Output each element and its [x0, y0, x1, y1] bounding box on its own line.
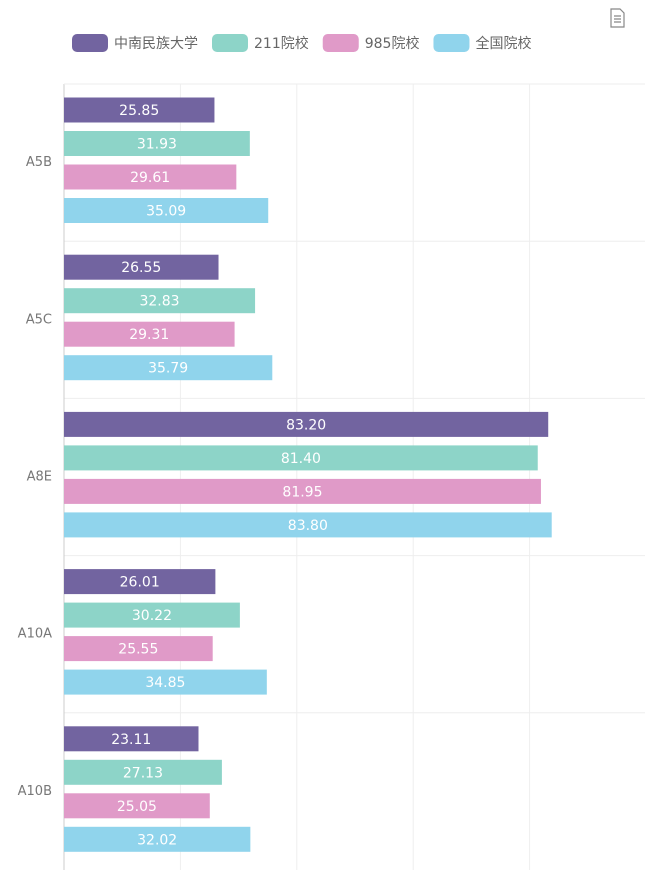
bar: [64, 355, 273, 381]
bar: [64, 97, 215, 123]
bar: [64, 569, 216, 595]
bar: [64, 512, 552, 538]
bar: [64, 793, 210, 819]
value-label: 27.13: [123, 765, 163, 781]
value-label: 32.83: [139, 294, 179, 310]
value-label: 25.85: [119, 103, 159, 119]
bar: [64, 726, 199, 752]
value-label: 81.40: [281, 451, 321, 467]
icon-shape: [610, 8, 625, 28]
value-label: 35.79: [148, 361, 188, 377]
bar: [64, 602, 240, 628]
legend-item[interactable]: 中南民族大学: [72, 34, 198, 52]
bar: [64, 198, 269, 223]
legend-swatch: [322, 34, 359, 52]
bar: [64, 669, 267, 695]
value-label: 83.20: [286, 417, 326, 433]
value-label: 26.55: [121, 260, 161, 276]
bar: [64, 288, 256, 314]
bar: [64, 478, 541, 504]
value-label: 32.02: [137, 832, 177, 848]
y-tick-label: A5B: [26, 155, 52, 170]
toolbox-icon[interactable]: [610, 8, 625, 28]
y-tick-label: A10B: [18, 784, 52, 799]
value-label: 29.61: [130, 170, 170, 186]
bar: [64, 759, 222, 785]
value-label: 83.80: [288, 518, 328, 534]
legend-swatch: [433, 34, 470, 52]
bar: [64, 826, 251, 852]
bar: [64, 321, 235, 347]
legend-swatch: [72, 34, 108, 52]
y-tick-label: A8E: [27, 470, 52, 485]
value-label: 25.05: [117, 799, 157, 815]
bar: [64, 445, 538, 471]
y-tick-label: A10A: [18, 627, 52, 642]
value-label: 23.11: [111, 732, 151, 748]
legend-label: 中南民族大学: [114, 36, 198, 52]
value-label: 81.95: [282, 484, 322, 500]
value-label: 34.85: [145, 675, 185, 691]
value-label: 35.09: [146, 204, 186, 220]
value-label: 26.01: [120, 575, 160, 591]
legend-label: 全国院校: [475, 35, 531, 52]
value-label: 29.31: [129, 327, 169, 343]
legend-item[interactable]: 全国院校: [433, 34, 531, 52]
value-label: 25.55: [118, 642, 158, 658]
legend-item[interactable]: 211院校: [212, 34, 309, 52]
bar: [64, 131, 250, 156]
y-tick-label: A5C: [26, 312, 52, 327]
bar: [64, 164, 237, 190]
value-label: 30.22: [132, 608, 172, 624]
legend-label: 211院校: [254, 35, 309, 52]
bar: [64, 411, 549, 437]
legend-swatch: [212, 34, 248, 52]
legend-label: 985院校: [365, 35, 420, 52]
legend-item[interactable]: 985院校: [322, 34, 420, 52]
bar: [64, 254, 219, 280]
value-label: 31.93: [137, 137, 177, 153]
bar: [64, 636, 213, 662]
